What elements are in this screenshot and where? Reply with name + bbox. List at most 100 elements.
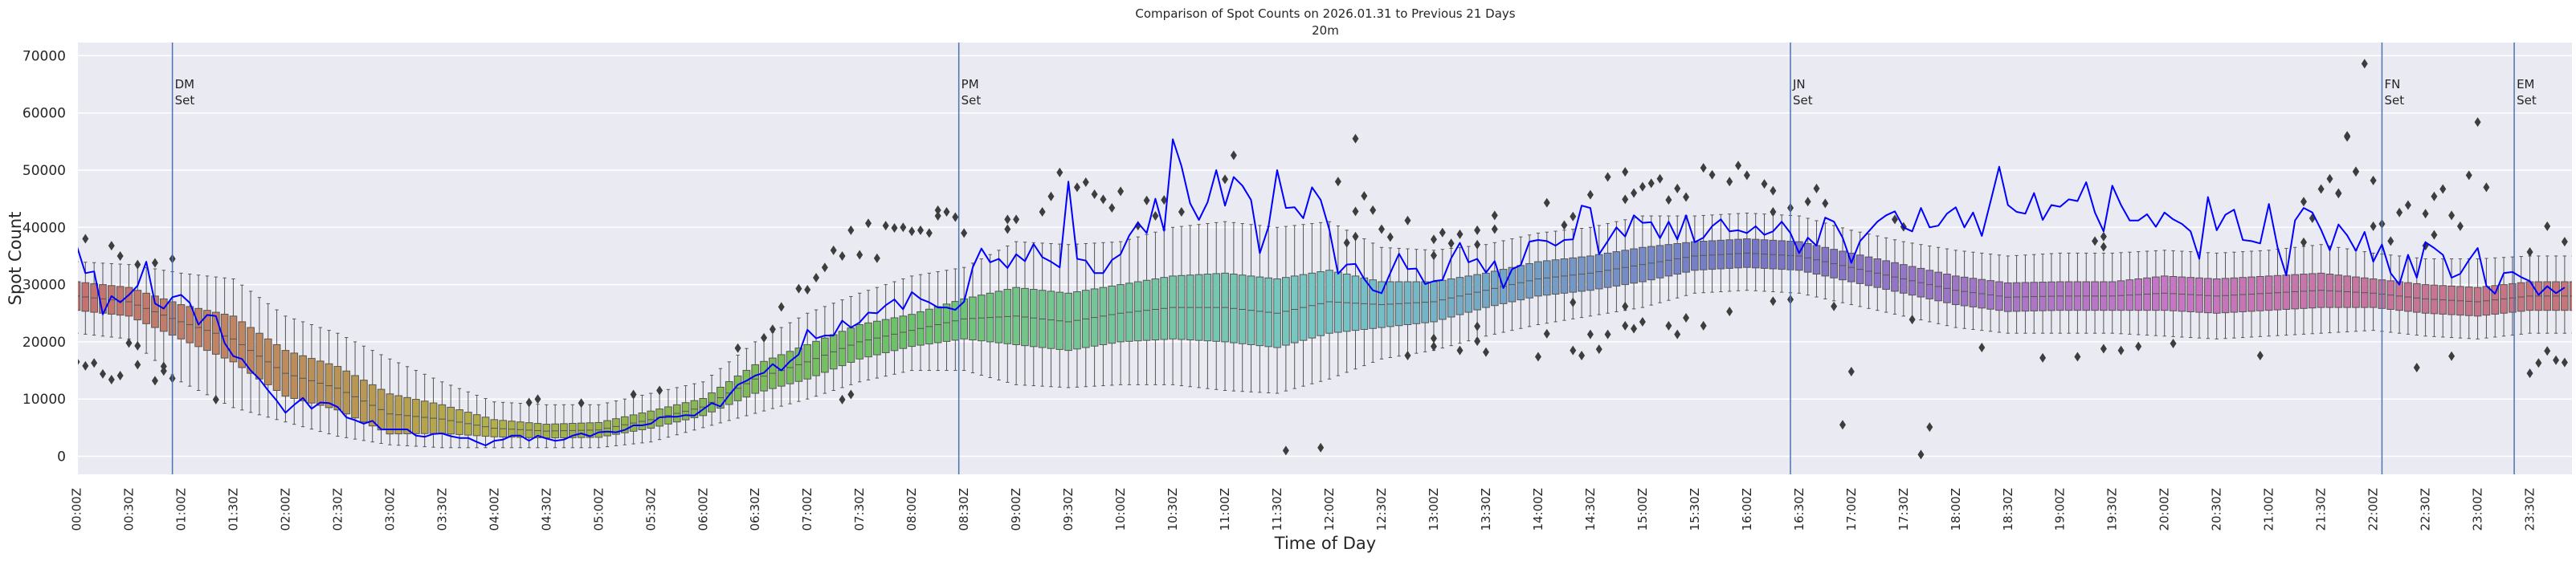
outlier-point [1317,442,1325,453]
box [1394,247,1403,357]
box [1299,224,1308,387]
outlier-point [1708,169,1716,180]
outlier-point [1909,315,1916,325]
outlier-point [1917,449,1925,460]
outlier-point [1004,224,1011,234]
box [2100,252,2108,334]
box [2064,252,2073,334]
box [812,309,820,397]
box [1282,226,1290,392]
x-tick-label: 23:00Z [2471,488,2485,531]
outlier-point [1839,420,1846,430]
box [1855,231,1864,307]
outlier-point [1622,301,1629,311]
outlier-point [821,262,828,273]
outlier-point [2561,357,2568,368]
box [2055,252,2064,334]
box [2491,257,2500,338]
outlier-point [1447,238,1455,249]
y-tick-labels: 0 10000 20000 30000 40000 50000 60000 70000 [22,48,66,465]
x-tick-label: 04:30Z [539,488,553,531]
box [1369,242,1378,363]
box [420,373,429,448]
outlier-point [82,234,89,244]
x-tick-label: 02:00Z [278,488,292,531]
outlier-point [1726,177,1733,187]
outlier-point [2326,173,2333,184]
box [1664,215,1673,301]
outlier-point [2431,230,2438,240]
outlier-point [1456,345,1464,356]
outlier-point [1474,336,1481,347]
box [308,324,316,430]
x-tick-label: 21:30Z [2314,488,2329,531]
event-label: DM [175,77,195,91]
box [2108,252,2117,334]
outlier-point [1770,207,1777,217]
outlier-point [534,394,541,404]
x-tick-label: 17:30Z [1896,488,1911,531]
outlier-point [1491,224,1498,234]
box [2230,251,2239,339]
box [1064,244,1072,388]
box [873,287,881,379]
box [2186,251,2195,339]
box [994,250,1003,380]
outlier-point [1978,343,1986,353]
outlier-point [1343,238,1350,248]
box [1038,242,1047,387]
x-tick-labels: 00:00Z 00:30Z 01:00Z 01:30Z 02:00Z 02:30Z 03:0… [70,488,2537,531]
box [2360,251,2369,331]
box [2500,257,2508,337]
plot-area [78,43,2572,474]
box [1021,242,1029,386]
outlier-point [2526,246,2533,257]
box [1151,231,1160,385]
outlier-point [151,376,158,386]
outlier-point [151,258,158,268]
box [1647,215,1655,306]
box [1795,215,1803,294]
box [508,402,516,449]
outlier-point [1683,192,1690,202]
outlier-point [1230,150,1237,161]
box [2178,250,2186,338]
box [2247,250,2256,338]
x-tick-label: 14:30Z [1583,488,1598,531]
x-tick-label: 18:30Z [2001,488,2015,531]
x-tick-label: 23:30Z [2523,488,2537,531]
box [1247,224,1255,392]
outlier-point [116,250,124,261]
outlier-point [1761,179,1768,189]
box [2430,258,2439,337]
outlier-point [734,343,741,353]
box [2239,251,2247,339]
outlier-point [1586,189,1594,200]
box [533,404,542,449]
x-tick-label: 11:30Z [1270,488,1284,531]
outlier-point [1108,203,1116,213]
outlier-point [830,245,837,255]
x-tick-label: 08:30Z [957,488,971,531]
box [1899,241,1908,317]
outlier-point [1152,211,1159,222]
box [1238,223,1247,392]
outlier-point [99,368,106,379]
box [2021,254,2030,334]
box [2012,254,2021,334]
box [1490,242,1499,335]
box [647,392,655,443]
x-tick-label: 18:00Z [1949,488,1963,531]
outlier-point [1683,312,1690,323]
outlier-point [1639,181,1646,192]
event-label: JN [1792,77,1806,91]
x-tick-label: 05:00Z [591,488,606,531]
box [211,276,220,400]
outlier-point [91,358,98,368]
box [386,358,394,445]
box [2300,246,2308,335]
x-tick-label: 00:00Z [70,488,84,531]
box [1560,230,1569,321]
outlier-point [1570,211,1577,222]
outlier-point [116,370,124,380]
